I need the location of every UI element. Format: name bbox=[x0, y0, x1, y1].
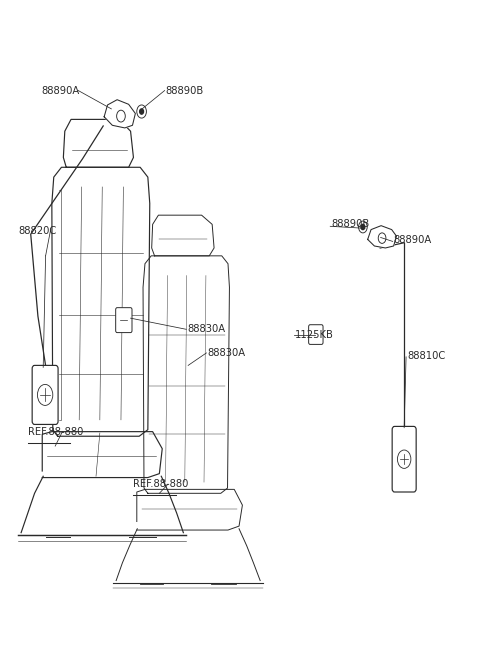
Text: REF.88-880: REF.88-880 bbox=[28, 426, 83, 437]
Circle shape bbox=[359, 221, 367, 233]
FancyBboxPatch shape bbox=[116, 308, 132, 333]
FancyBboxPatch shape bbox=[32, 365, 58, 424]
Text: 88810C: 88810C bbox=[407, 350, 445, 361]
Text: 88830A: 88830A bbox=[207, 348, 245, 358]
Circle shape bbox=[361, 224, 365, 230]
Text: REF.88-880: REF.88-880 bbox=[133, 479, 189, 489]
Circle shape bbox=[140, 109, 144, 114]
Circle shape bbox=[397, 450, 411, 468]
Text: 88890B: 88890B bbox=[331, 219, 370, 230]
Text: 88820C: 88820C bbox=[18, 226, 57, 236]
Circle shape bbox=[37, 384, 53, 405]
Text: 88890B: 88890B bbox=[166, 85, 204, 96]
Text: 1125KB: 1125KB bbox=[295, 329, 334, 340]
Polygon shape bbox=[368, 226, 396, 248]
Text: 88890A: 88890A bbox=[394, 235, 432, 245]
Circle shape bbox=[117, 110, 125, 122]
FancyBboxPatch shape bbox=[309, 325, 323, 344]
Circle shape bbox=[378, 233, 386, 243]
Text: 88830A: 88830A bbox=[187, 324, 225, 335]
FancyBboxPatch shape bbox=[392, 426, 416, 492]
Text: 88890A: 88890A bbox=[41, 85, 79, 96]
Circle shape bbox=[137, 105, 146, 118]
Polygon shape bbox=[104, 100, 135, 128]
